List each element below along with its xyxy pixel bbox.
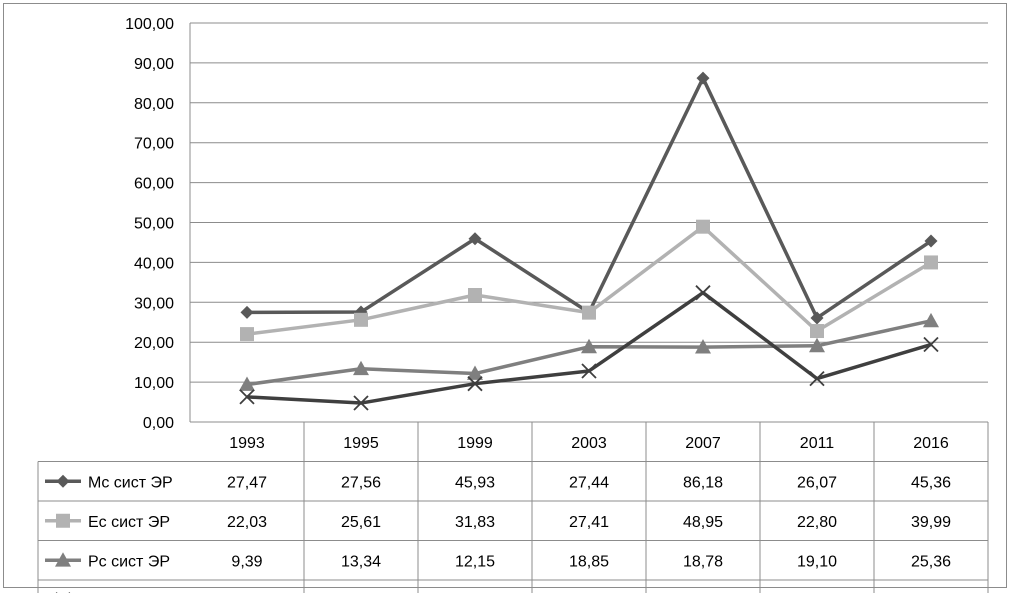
- table-cell-value: 9,39: [231, 553, 262, 570]
- table-cell-value: 26,07: [797, 474, 837, 491]
- category-label: 1995: [343, 435, 379, 452]
- y-tick-label: 80,00: [134, 96, 174, 113]
- data-point: [468, 287, 482, 302]
- data-point: [239, 376, 255, 391]
- table-cell-value: 27,56: [341, 474, 381, 491]
- data-point: [924, 234, 938, 248]
- data-point: [240, 327, 254, 342]
- data-point: [467, 365, 483, 380]
- table-cell-value: 18,78: [683, 553, 723, 570]
- legend-label: Pc сист ЭР: [88, 553, 170, 570]
- table-cell-value: 27,44: [569, 474, 609, 491]
- table-cell-value: 13,34: [341, 553, 381, 570]
- data-point: [582, 305, 596, 320]
- data-point: [240, 305, 254, 319]
- data-point: [696, 219, 710, 234]
- y-tick-label: 20,00: [134, 335, 174, 352]
- data-point: [923, 336, 939, 353]
- data-point: [467, 376, 483, 392]
- legend-key-marker: [56, 513, 70, 528]
- category-label: 2003: [571, 435, 607, 452]
- table-cell-value: 12,15: [455, 553, 495, 570]
- series-line: [246, 76, 932, 320]
- y-tick-label: 100,00: [125, 16, 174, 33]
- y-tick-label: 0,00: [143, 415, 174, 432]
- table-cell-value: 27,47: [227, 474, 267, 491]
- data-point: [353, 395, 369, 411]
- table-cell-value: 45,36: [911, 474, 951, 491]
- category-label: 2011: [800, 435, 835, 452]
- data-point: [809, 370, 825, 387]
- y-tick-label: 10,00: [134, 375, 174, 392]
- data-point: [581, 338, 597, 354]
- category-label: 2007: [685, 435, 721, 452]
- table-cell-value: 18,85: [569, 553, 609, 570]
- table-cell-value: 22,03: [227, 514, 267, 531]
- y-tick-label: 50,00: [134, 216, 174, 233]
- data-point: [468, 232, 482, 246]
- table-cell-value: 25,36: [911, 553, 951, 570]
- table-cell-value: 45,93: [455, 474, 495, 491]
- category-label: 1993: [229, 435, 265, 452]
- table-cell-value: 39,99: [911, 514, 951, 531]
- table-cell-value: 19,10: [797, 553, 837, 570]
- data-point: [353, 360, 369, 376]
- y-tick-label: 90,00: [134, 56, 174, 73]
- table-cell-value: 27,41: [569, 514, 609, 531]
- legend-key-marker: [56, 474, 70, 488]
- table-cell-value: 25,61: [341, 514, 381, 531]
- y-tick-label: 30,00: [134, 295, 174, 312]
- table-cell-value: 31,83: [455, 514, 495, 531]
- data-point: [695, 339, 711, 354]
- table-cell-value: 48,95: [683, 514, 723, 531]
- chart-frame: [3, 3, 1007, 588]
- data-point: [354, 312, 368, 327]
- table-cell-value: 86,18: [683, 474, 723, 491]
- category-label: 1999: [457, 435, 493, 452]
- legend-label: Mc сист ЭР: [88, 474, 173, 491]
- data-point: [810, 311, 824, 325]
- data-point: [809, 337, 825, 353]
- y-tick-label: 60,00: [134, 176, 174, 193]
- data-point: [923, 312, 939, 328]
- legend-label: Ec сист ЭР: [88, 514, 170, 531]
- category-label: 2016: [913, 435, 949, 452]
- y-tick-label: 70,00: [134, 136, 174, 153]
- data-point: [695, 285, 711, 301]
- data-point: [810, 324, 824, 339]
- y-tick-label: 40,00: [134, 255, 174, 272]
- data-point: [239, 389, 255, 405]
- legend-key-marker: [55, 552, 71, 567]
- data-point: [924, 255, 938, 270]
- table-cell-value: 22,80: [797, 514, 837, 531]
- data-point: [696, 71, 710, 85]
- data-point: [581, 363, 597, 379]
